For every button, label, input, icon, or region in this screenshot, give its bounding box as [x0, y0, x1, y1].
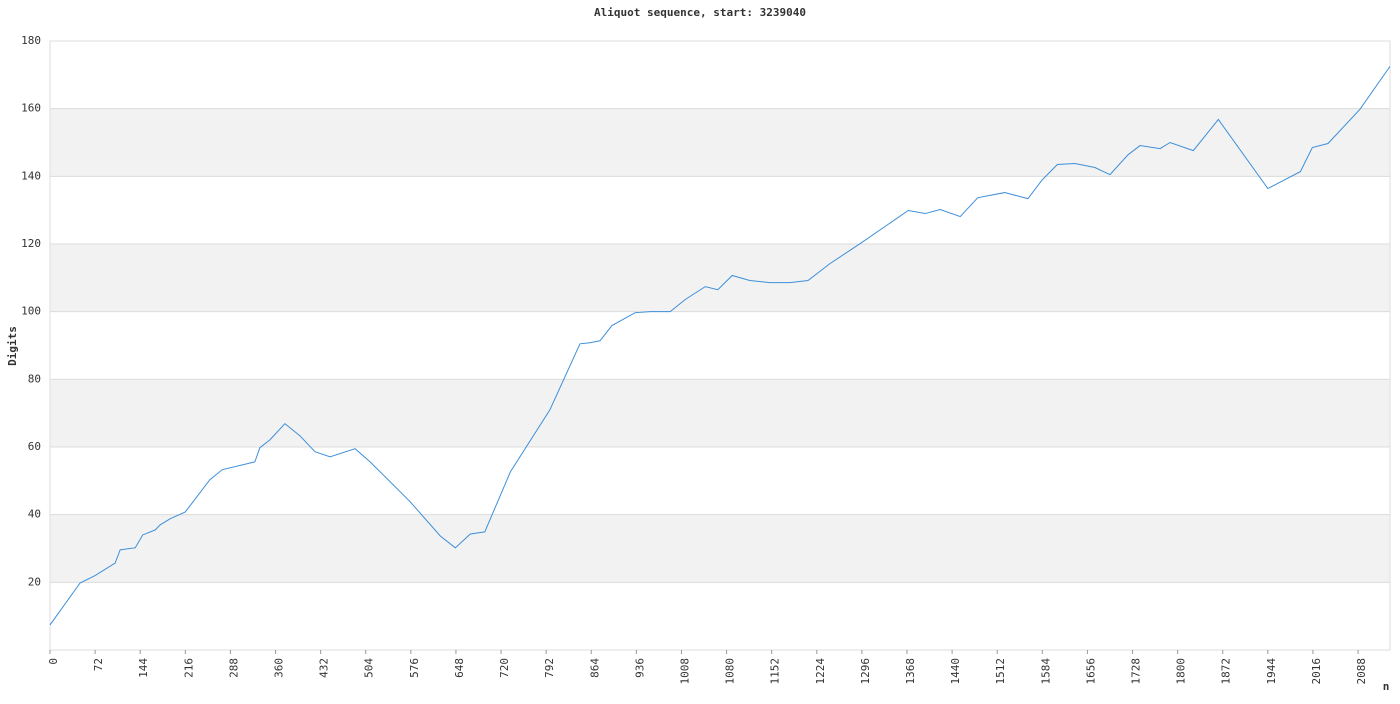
x-tick-label: 1800 [1175, 658, 1188, 685]
x-tick-label: 2016 [1310, 658, 1323, 685]
y-tick-label: 100 [21, 305, 41, 318]
x-tick-label: 936 [633, 658, 646, 678]
x-tick-label: 1944 [1265, 658, 1278, 685]
y-tick-label: 20 [28, 575, 41, 588]
grid-band [50, 244, 1390, 312]
x-tick-label: 1728 [1130, 658, 1143, 685]
x-tick-label: 1440 [949, 658, 962, 685]
x-tick-label: 1872 [1220, 658, 1233, 685]
x-tick-label: 1080 [724, 658, 737, 685]
x-tick-label: 1296 [859, 658, 872, 685]
x-tick-label: 576 [408, 658, 421, 678]
data-line [49, 66, 1391, 626]
x-tick-label: 216 [182, 658, 195, 678]
x-tick-label: 720 [498, 658, 511, 678]
chart-title: Aliquot sequence, start: 3239040 [594, 6, 806, 19]
y-tick-label: 40 [28, 508, 41, 521]
x-tick-label: 648 [453, 658, 466, 678]
x-tick-label: 1584 [1039, 658, 1052, 685]
x-tick-label: 1152 [769, 658, 782, 685]
y-tick-label: 120 [21, 237, 41, 250]
x-tick-label: 1656 [1084, 658, 1097, 685]
x-tick-label: 1008 [678, 658, 691, 685]
x-tick-label: 792 [543, 658, 556, 678]
x-tick-label: 144 [137, 658, 150, 678]
grid-band [50, 514, 1390, 583]
x-tick-label: 1512 [994, 658, 1007, 685]
x-tick-label: 504 [363, 658, 376, 678]
x-tick-label: 864 [588, 658, 601, 678]
y-tick-label: 60 [28, 440, 41, 453]
y-axis-label: Digits [6, 326, 19, 366]
x-tick-label: 2088 [1355, 658, 1368, 685]
x-axis-label: n [1383, 680, 1390, 693]
x-tick-label: 432 [318, 658, 331, 678]
y-tick-label: 160 [21, 102, 41, 115]
x-tick-label: 288 [227, 658, 240, 678]
x-tick-label: 72 [92, 658, 105, 671]
grid-band [50, 379, 1390, 447]
x-tick-label: 0 [47, 658, 60, 665]
x-tick-label: 1368 [904, 658, 917, 685]
y-tick-label: 140 [21, 169, 41, 182]
x-tick-label: 1224 [814, 658, 827, 685]
x-tick-label: 360 [273, 658, 286, 678]
y-tick-label: 80 [28, 372, 41, 385]
grid-band [50, 108, 1390, 177]
y-tick-label: 180 [21, 34, 41, 47]
